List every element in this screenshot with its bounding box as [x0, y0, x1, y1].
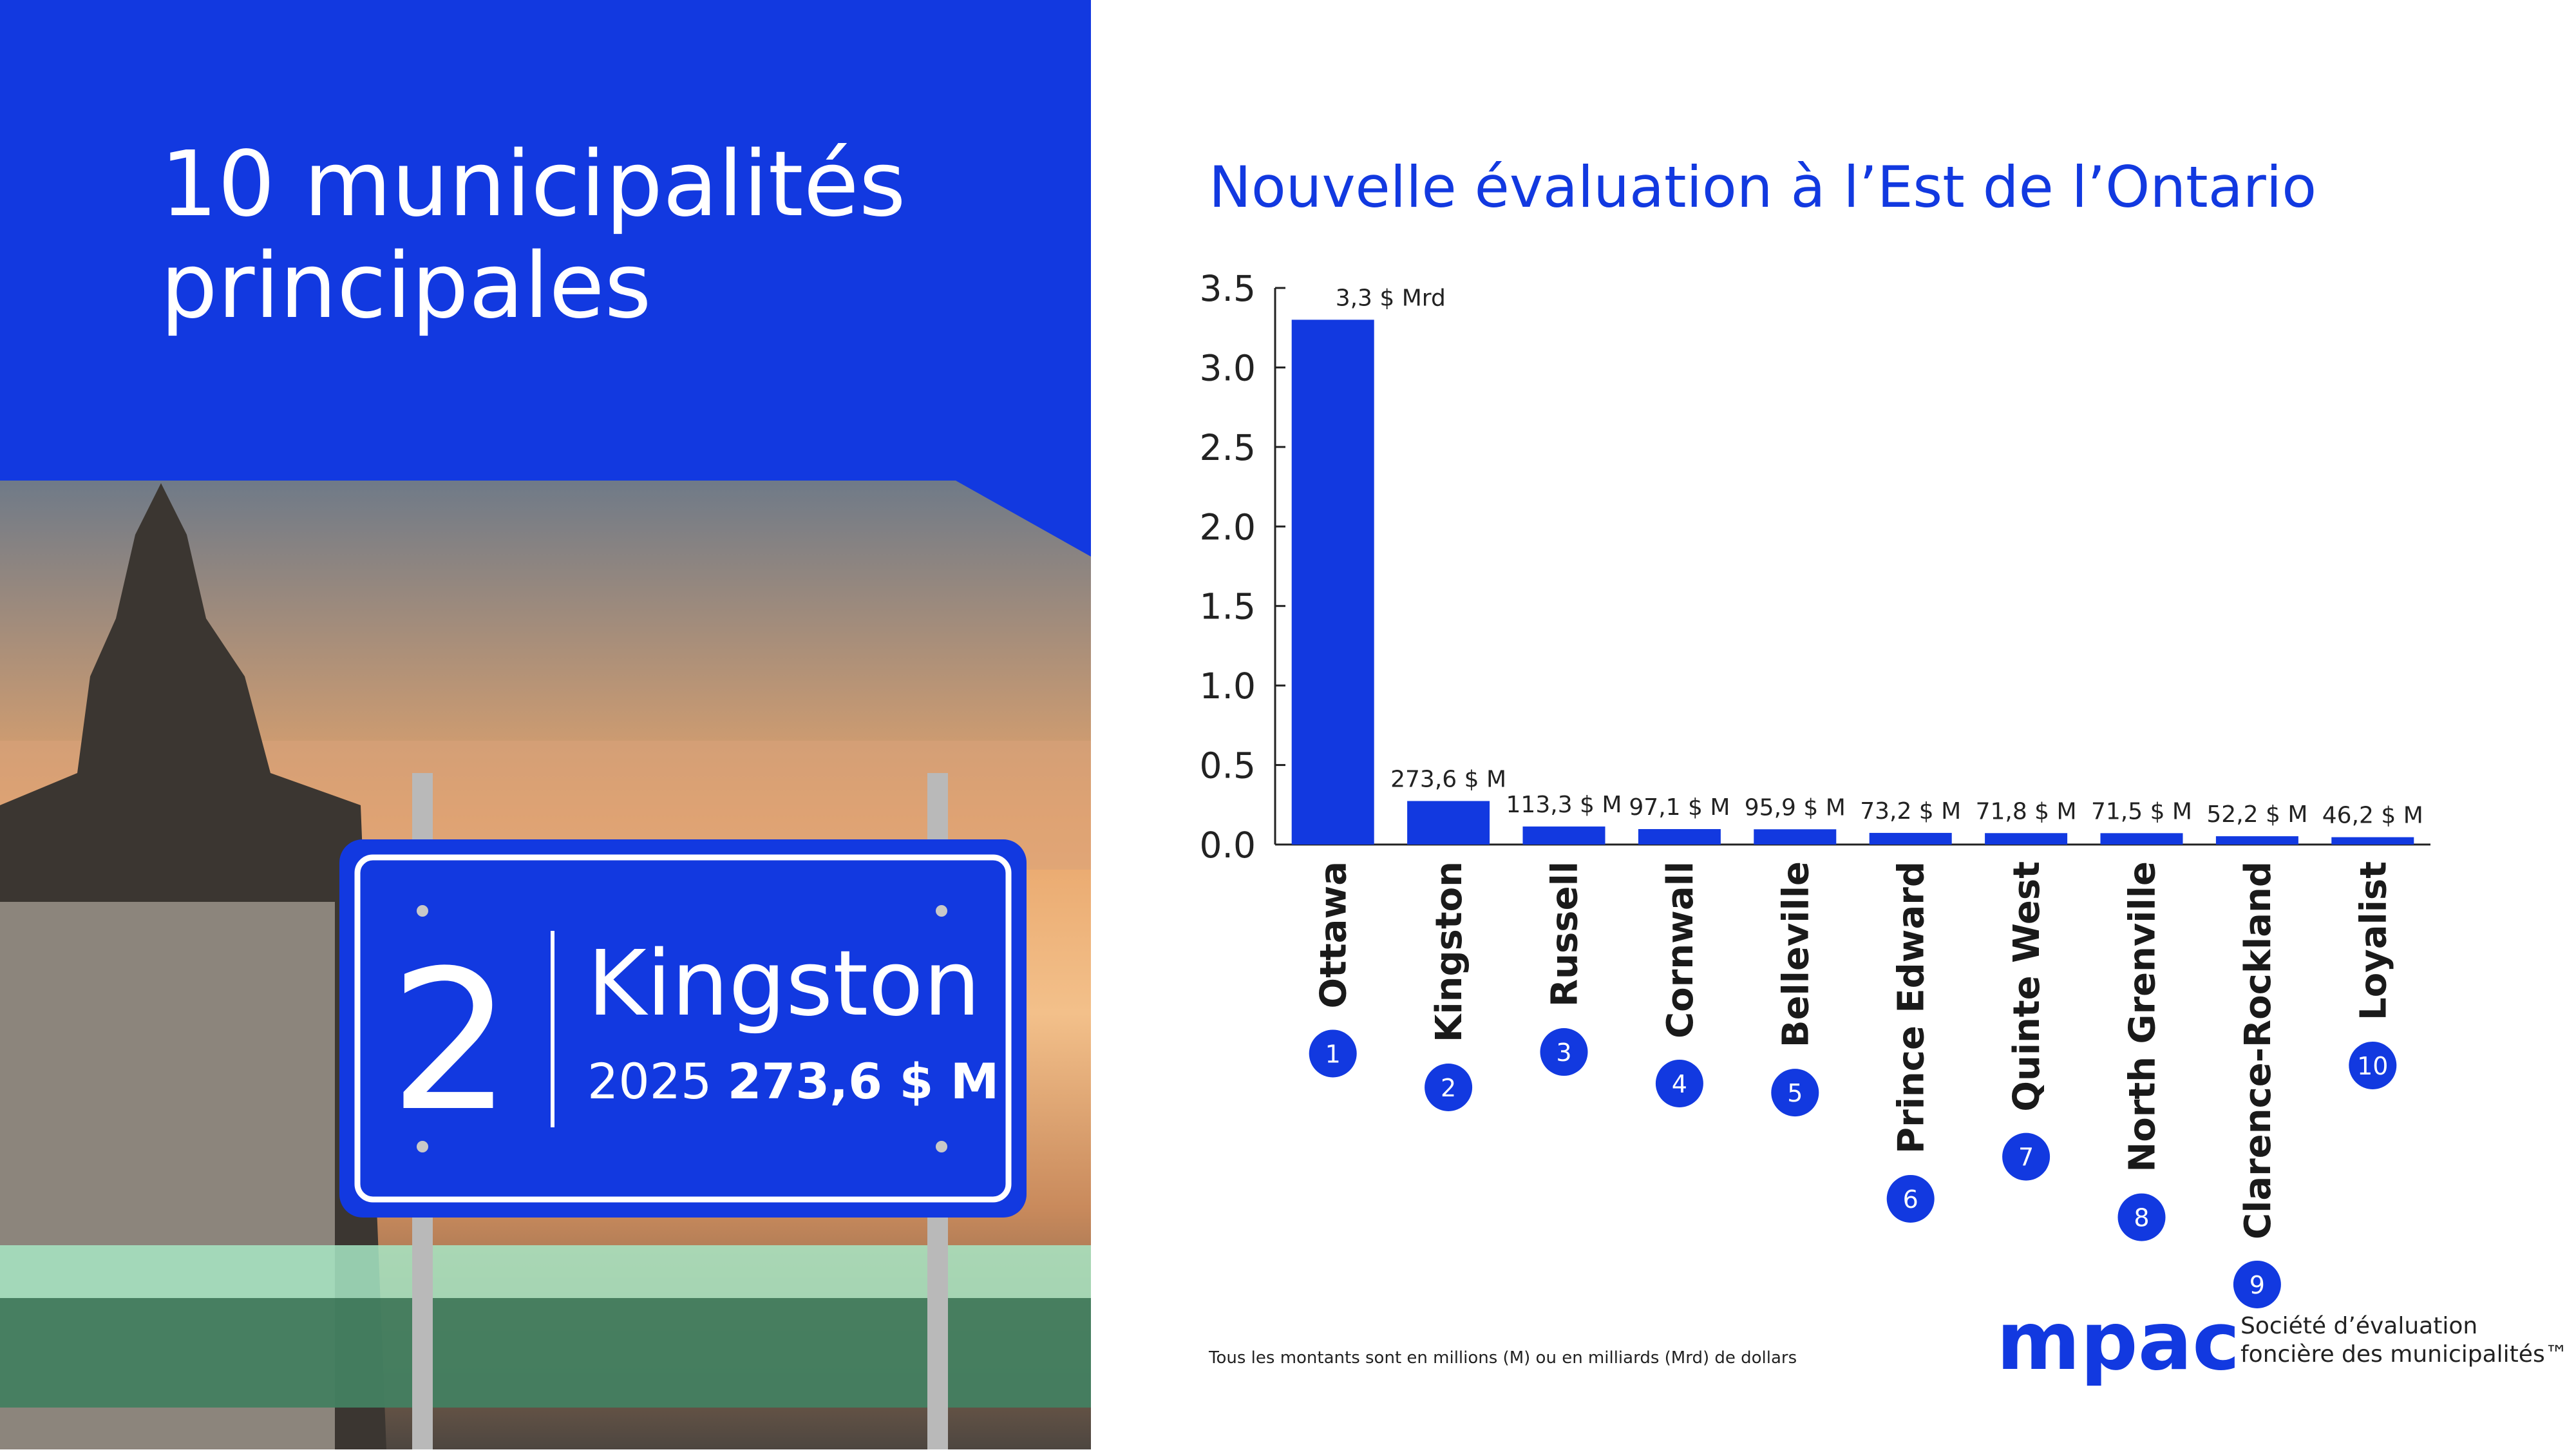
sign-name: Kingston — [587, 931, 981, 1036]
x-tick-label: Loyalist — [2353, 861, 2394, 1020]
y-tick-label: 1.5 — [1200, 586, 1256, 627]
bar — [1985, 833, 2068, 845]
rank-badge — [2349, 1041, 2397, 1089]
value-label: 95,9 $ M — [1745, 794, 1846, 821]
rank-label: 2 — [1441, 1074, 1456, 1102]
rank-badge — [1771, 1069, 1819, 1117]
x-tick-label: North Grenville — [2122, 861, 2164, 1172]
y-tick-label: 3.5 — [1200, 268, 1256, 309]
sign — [339, 839, 1027, 1218]
rank-label: 6 — [1903, 1185, 1918, 1214]
x-tick-label: Clarence-Rockland — [2237, 861, 2279, 1239]
bar — [1291, 320, 1374, 845]
value-label: 97,1 $ M — [1629, 794, 1730, 821]
value-label: 46,2 $ M — [2322, 803, 2423, 829]
bar — [2215, 836, 2298, 845]
bar — [1407, 801, 1490, 845]
x-tick-label: Russell — [1544, 861, 1586, 1007]
y-tick-label: 0.0 — [1200, 825, 1256, 866]
sign-bolt — [936, 1141, 947, 1152]
bar — [2331, 837, 2414, 845]
y-tick-label: 1.0 — [1200, 665, 1256, 707]
rank-label: 7 — [2018, 1143, 2034, 1172]
sign-amount: 2025 273,6 $ M — [587, 1053, 999, 1110]
bar — [1522, 826, 1605, 845]
bar — [2100, 833, 2183, 845]
value-label: 71,8 $ M — [1976, 798, 2077, 825]
bar — [1754, 829, 1837, 845]
rank-badge — [1886, 1174, 1935, 1223]
panel-wedge — [956, 481, 1091, 557]
logo-text: foncière des municipalités™ — [2240, 1341, 2568, 1368]
rank-label: 4 — [1672, 1070, 1687, 1098]
rank-badge — [1540, 1028, 1588, 1076]
rank-label: 1 — [1325, 1040, 1341, 1068]
sign-bolt — [936, 905, 947, 917]
sign-border — [354, 854, 1012, 1203]
y-tick-label: 3.0 — [1200, 347, 1256, 388]
x-tick-label: Kingston — [1428, 861, 1470, 1042]
y-tick-label: 2.0 — [1200, 506, 1256, 548]
sign-rank: 2 — [390, 929, 513, 1154]
rank-badge — [1655, 1059, 1703, 1107]
title: 10 municipalités principales — [160, 132, 906, 339]
photo-band — [0, 1298, 1091, 1408]
logo: mpac — [1996, 1295, 2240, 1388]
y-tick-label: 0.5 — [1200, 745, 1256, 787]
value-label: 73,2 $ M — [1860, 798, 1961, 825]
rank-badge — [1309, 1029, 1357, 1078]
x-tick-label: Belleville — [1775, 861, 1817, 1047]
x-tick-label: Cornwall — [1660, 861, 1701, 1038]
rank-label: 5 — [1787, 1079, 1803, 1107]
left-panel — [0, 0, 1091, 481]
value-label: 52,2 $ M — [2206, 801, 2307, 828]
x-tick-label: Ottawa — [1313, 861, 1355, 1008]
chart-title: Nouvelle évaluation à l’Est de l’Ontario — [1209, 154, 2316, 220]
rank-badge — [2117, 1193, 2166, 1241]
rank-badge — [2233, 1260, 2281, 1308]
rank-label: 10 — [2357, 1052, 2388, 1080]
rank-badge — [2002, 1132, 2050, 1181]
footnote: Tous les montants sont en millions (M) o… — [1208, 1348, 1797, 1368]
bar — [1638, 829, 1721, 845]
value-label: 71,5 $ M — [2091, 798, 2192, 825]
logo-text: Société d’évaluation — [2240, 1313, 2477, 1339]
sign-bolt — [417, 1141, 428, 1152]
rank-label: 3 — [1556, 1038, 1571, 1067]
value-label: 3,3 $ Mrd — [1336, 285, 1446, 311]
x-tick-label: Prince Edward — [1891, 861, 1933, 1154]
rank-label: 8 — [2134, 1204, 2149, 1232]
sign-bolt — [417, 905, 428, 917]
y-tick-label: 2.5 — [1200, 427, 1256, 468]
bar — [1869, 832, 1952, 845]
rank-badge — [1425, 1063, 1473, 1111]
value-label: 113,3 $ M — [1506, 792, 1622, 818]
value-label: 273,6 $ M — [1390, 766, 1506, 792]
x-tick-label: Quinte West — [2006, 861, 2048, 1112]
rank-label: 9 — [2249, 1271, 2265, 1299]
